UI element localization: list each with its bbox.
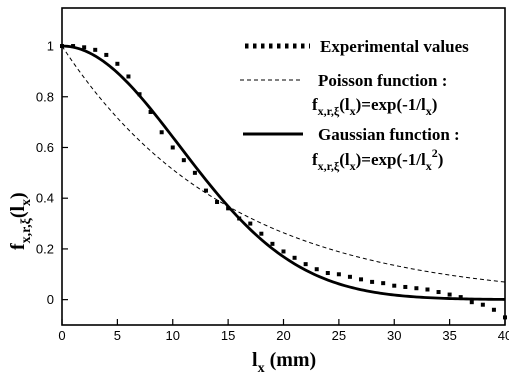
experimental-point (126, 74, 131, 79)
experimental-point (414, 286, 419, 291)
experimental-point (314, 267, 319, 272)
experimental-point (336, 272, 341, 277)
experimental-point (458, 295, 463, 300)
series-group (60, 44, 507, 320)
experimental-point (270, 241, 275, 246)
experimental-point (203, 188, 208, 193)
experimental-point (148, 109, 153, 114)
y-tick-label: 0 (47, 292, 54, 307)
experimental-point (281, 249, 286, 254)
experimental-point (403, 284, 408, 289)
experimental-point (93, 47, 98, 52)
experimental-point (469, 300, 474, 305)
experimental-point (248, 221, 253, 226)
experimental-point (491, 307, 496, 312)
legend-label-poisson: Poisson function : (318, 71, 447, 90)
x-tick-label: 35 (442, 328, 456, 343)
legend: Experimental values Poisson function : f… (240, 37, 469, 173)
experimental-point (170, 145, 175, 150)
x-tick-label: 15 (221, 328, 235, 343)
x-tick-label: 5 (114, 328, 121, 343)
experimental-point (82, 45, 87, 50)
x-tick-label: 0 (58, 328, 65, 343)
experimental-point (292, 255, 297, 260)
experimental-point (181, 158, 186, 163)
x-axis-label: lx (mm) (252, 349, 316, 376)
legend-label-experimental: Experimental values (320, 37, 469, 56)
x-tick-label: 40 (498, 328, 509, 343)
experimental-point (370, 279, 375, 284)
y-tick-label: 1 (47, 39, 54, 54)
experimental-point (503, 315, 507, 320)
experimental-point (259, 231, 264, 236)
experimental-point (347, 274, 352, 279)
y-axis-label: fx,r,ξ(lx) (7, 192, 34, 250)
experimental-point (303, 262, 308, 267)
axis-ticks: 0 5 10 15 20 25 30 35 40 0 0.2 0.4 0.6 0.8 1 (36, 39, 509, 343)
experimental-point (392, 283, 397, 288)
experimental-point (447, 292, 452, 297)
x-tick-label: 20 (276, 328, 290, 343)
y-tick-label: 0.2 (36, 241, 54, 256)
legend-formula-gaussian: fx,r,ξ(lx)=exp(-1/lx2) (312, 146, 443, 173)
x-tick-label: 25 (332, 328, 346, 343)
y-tick-label: 0.8 (36, 89, 54, 104)
experimental-point (381, 281, 386, 286)
legend-label-gaussian: Gaussian function : (318, 125, 460, 144)
y-tick-label: 0.6 (36, 140, 54, 155)
experimental-point (425, 287, 430, 292)
experimental-point (104, 52, 109, 57)
experimental-point (192, 170, 197, 175)
legend-formula-poisson: fx,r,ξ(lx)=exp(-1/lx) (312, 95, 437, 118)
experimental-point (480, 302, 485, 307)
gaussian-curve (61, 44, 506, 301)
experimental-point (325, 271, 330, 276)
x-tick-label: 30 (387, 328, 401, 343)
poisson-curve (61, 45, 506, 283)
experimental-point (436, 290, 441, 295)
experimental-point (215, 200, 220, 205)
x-tick-label: 10 (166, 328, 180, 343)
experimental-point (159, 130, 164, 135)
y-tick-label: 0.4 (36, 191, 54, 206)
experimental-point (359, 277, 364, 282)
experimental-point (115, 61, 120, 66)
